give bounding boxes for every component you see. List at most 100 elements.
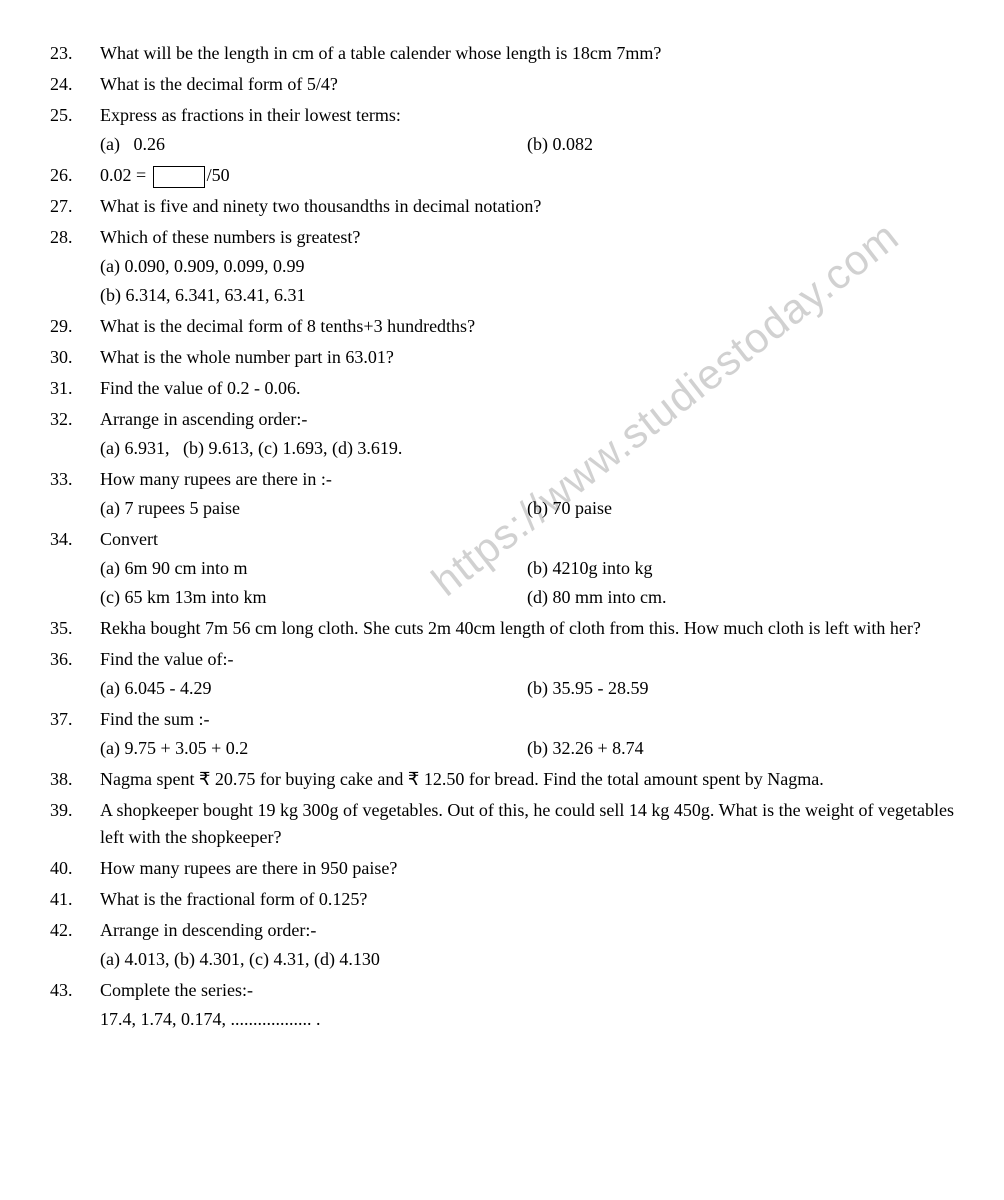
question-body: Arrange in ascending order:-(a) 6.931, (… — [100, 406, 954, 462]
question-text: Which of these numbers is greatest? — [100, 224, 954, 251]
question-row: 28.Which of these numbers is greatest?(a… — [50, 224, 954, 309]
question-number: 42. — [50, 917, 100, 973]
question-number: 30. — [50, 344, 100, 371]
question-subpart-a: (a) 6.045 - 4.29 — [100, 675, 527, 702]
question-row: 38.Nagma spent ₹ 20.75 for buying cake a… — [50, 766, 954, 793]
question-text: Express as fractions in their lowest ter… — [100, 102, 954, 129]
question-subpart-row: (a) 7 rupees 5 paise(b) 70 paise — [100, 495, 954, 522]
question-body: What is the decimal form of 5/4? — [100, 71, 954, 98]
question-row: 26.0.02 = /50 — [50, 162, 954, 189]
question-row: 37.Find the sum :-(a) 9.75 + 3.05 + 0.2(… — [50, 706, 954, 762]
question-number: 39. — [50, 797, 100, 851]
question-row: 23.What will be the length in cm of a ta… — [50, 40, 954, 67]
question-text: What is five and ninety two thousandths … — [100, 193, 954, 220]
question-subpart-b: (b) 32.26 + 8.74 — [527, 735, 954, 762]
question-number: 25. — [50, 102, 100, 158]
question-text: What will be the length in cm of a table… — [100, 40, 954, 67]
question-text: Nagma spent ₹ 20.75 for buying cake and … — [100, 766, 954, 793]
question-number: 23. — [50, 40, 100, 67]
question-subpart-a: (a) 6m 90 cm into m — [100, 555, 527, 582]
question-text-post: /50 — [207, 165, 230, 185]
question-body: What is the fractional form of 0.125? — [100, 886, 954, 913]
question-body: Arrange in descending order:-(a) 4.013, … — [100, 917, 954, 973]
question-number: 29. — [50, 313, 100, 340]
question-number: 40. — [50, 855, 100, 882]
question-subpart-b: (b) 35.95 - 28.59 — [527, 675, 954, 702]
question-list: 23.What will be the length in cm of a ta… — [50, 40, 954, 1033]
question-number: 28. — [50, 224, 100, 309]
question-text: A shopkeeper bought 19 kg 300g of vegeta… — [100, 797, 954, 851]
question-body: A shopkeeper bought 19 kg 300g of vegeta… — [100, 797, 954, 851]
question-number: 27. — [50, 193, 100, 220]
question-subpart-a: (c) 65 km 13m into km — [100, 584, 527, 611]
question-subpart-a: (a) 0.26 — [100, 131, 527, 158]
question-subpart: (b) 6.314, 6.341, 63.41, 6.31 — [100, 282, 954, 309]
question-number: 34. — [50, 526, 100, 611]
question-row: 24.What is the decimal form of 5/4? — [50, 71, 954, 98]
question-row: 36.Find the value of:-(a) 6.045 - 4.29(b… — [50, 646, 954, 702]
question-text: Arrange in ascending order:- — [100, 406, 954, 433]
question-row: 39.A shopkeeper bought 19 kg 300g of veg… — [50, 797, 954, 851]
question-text: Find the value of:- — [100, 646, 954, 673]
question-text-pre: 0.02 = — [100, 165, 151, 185]
question-body: Find the value of 0.2 - 0.06. — [100, 375, 954, 402]
question-subpart-row: (a) 6.045 - 4.29(b) 35.95 - 28.59 — [100, 675, 954, 702]
question-text: Complete the series:- — [100, 977, 954, 1004]
question-body: Convert(a) 6m 90 cm into m(b) 4210g into… — [100, 526, 954, 611]
question-number: 37. — [50, 706, 100, 762]
question-row: 25.Express as fractions in their lowest … — [50, 102, 954, 158]
question-text: Find the sum :- — [100, 706, 954, 733]
question-subpart-a: (a) 9.75 + 3.05 + 0.2 — [100, 735, 527, 762]
question-text: How many rupees are there in :- — [100, 466, 954, 493]
question-body: Express as fractions in their lowest ter… — [100, 102, 954, 158]
question-number: 36. — [50, 646, 100, 702]
question-body: Nagma spent ₹ 20.75 for buying cake and … — [100, 766, 954, 793]
question-number: 35. — [50, 615, 100, 642]
question-body: 0.02 = /50 — [100, 162, 954, 189]
question-row: 41.What is the fractional form of 0.125? — [50, 886, 954, 913]
question-number: 43. — [50, 977, 100, 1033]
question-body: Which of these numbers is greatest?(a) 0… — [100, 224, 954, 309]
question-row: 29.What is the decimal form of 8 tenths+… — [50, 313, 954, 340]
question-row: 30.What is the whole number part in 63.0… — [50, 344, 954, 371]
question-text: Arrange in descending order:- — [100, 917, 954, 944]
question-subpart-row: (a) 9.75 + 3.05 + 0.2(b) 32.26 + 8.74 — [100, 735, 954, 762]
question-number: 38. — [50, 766, 100, 793]
question-row: 32.Arrange in ascending order:-(a) 6.931… — [50, 406, 954, 462]
question-subpart-row: (c) 65 km 13m into km(d) 80 mm into cm. — [100, 584, 954, 611]
question-body: What will be the length in cm of a table… — [100, 40, 954, 67]
question-body: How many rupees are there in 950 paise? — [100, 855, 954, 882]
question-subpart: (a) 0.090, 0.909, 0.099, 0.99 — [100, 253, 954, 280]
question-subpart-row: (a) 6m 90 cm into m(b) 4210g into kg — [100, 555, 954, 582]
question-text: Convert — [100, 526, 954, 553]
question-subpart: (a) 6.931, (b) 9.613, (c) 1.693, (d) 3.6… — [100, 435, 954, 462]
question-row: 33.How many rupees are there in :-(a) 7 … — [50, 466, 954, 522]
question-body: What is the whole number part in 63.01? — [100, 344, 954, 371]
question-body: Find the sum :-(a) 9.75 + 3.05 + 0.2(b) … — [100, 706, 954, 762]
question-row: 40.How many rupees are there in 950 pais… — [50, 855, 954, 882]
question-subpart-b: (b) 70 paise — [527, 495, 954, 522]
question-row: 35.Rekha bought 7m 56 cm long cloth. She… — [50, 615, 954, 642]
question-row: 43.Complete the series:-17.4, 1.74, 0.17… — [50, 977, 954, 1033]
question-body: Rekha bought 7m 56 cm long cloth. She cu… — [100, 615, 954, 642]
question-text: What is the decimal form of 5/4? — [100, 71, 954, 98]
question-subpart-b: (b) 0.082 — [527, 131, 954, 158]
question-text: What is the decimal form of 8 tenths+3 h… — [100, 313, 954, 340]
question-subpart: (a) 4.013, (b) 4.301, (c) 4.31, (d) 4.13… — [100, 946, 954, 973]
question-number: 41. — [50, 886, 100, 913]
question-text: Rekha bought 7m 56 cm long cloth. She cu… — [100, 615, 954, 642]
question-body: How many rupees are there in :-(a) 7 rup… — [100, 466, 954, 522]
question-number: 31. — [50, 375, 100, 402]
question-text: How many rupees are there in 950 paise? — [100, 855, 954, 882]
question-text: What is the whole number part in 63.01? — [100, 344, 954, 371]
question-body: Complete the series:-17.4, 1.74, 0.174, … — [100, 977, 954, 1033]
question-subpart-row: (a) 0.26(b) 0.082 — [100, 131, 954, 158]
question-body: What is five and ninety two thousandths … — [100, 193, 954, 220]
question-row: 27.What is five and ninety two thousandt… — [50, 193, 954, 220]
question-body: Find the value of:-(a) 6.045 - 4.29(b) 3… — [100, 646, 954, 702]
answer-box — [153, 166, 205, 188]
question-text: What is the fractional form of 0.125? — [100, 886, 954, 913]
question-number: 32. — [50, 406, 100, 462]
question-subpart-b: (b) 4210g into kg — [527, 555, 954, 582]
question-subpart-a: (a) 7 rupees 5 paise — [100, 495, 527, 522]
